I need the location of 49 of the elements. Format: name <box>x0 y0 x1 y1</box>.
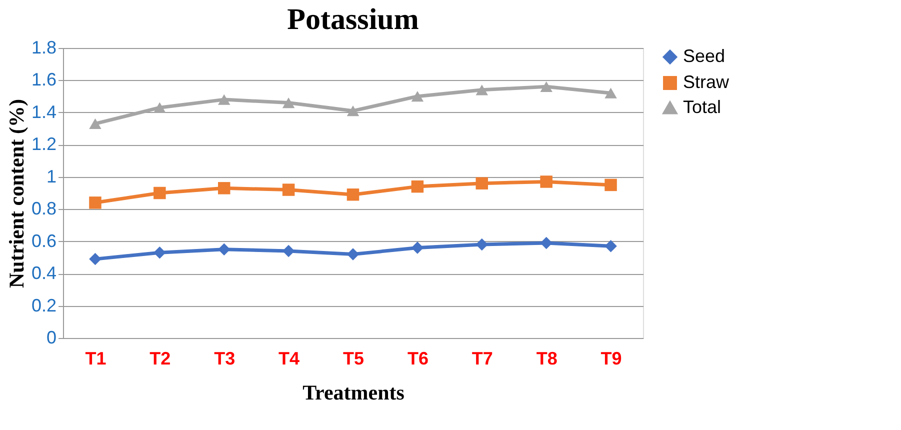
point <box>154 186 166 200</box>
point <box>604 88 617 98</box>
y-axis-title: Nutrient content (%) <box>4 99 28 288</box>
point <box>89 118 102 130</box>
x-tick-label: T4 <box>278 348 300 368</box>
x-axis-title: Treatments <box>302 380 404 404</box>
legend-label: Seed <box>683 46 726 66</box>
point <box>346 106 360 116</box>
point <box>411 91 424 102</box>
x-tick-label: T9 <box>600 348 622 368</box>
x-tick-label: T2 <box>150 348 171 368</box>
y-tick-label: 0.2 <box>31 295 56 316</box>
y-tick-label: 1.6 <box>31 70 56 90</box>
y-tick-label: 1.8 <box>31 38 56 58</box>
point <box>540 236 552 250</box>
x-tick-label: T6 <box>407 348 428 368</box>
y-tick-label: 1.4 <box>31 102 56 122</box>
y-tick-label: 1 <box>46 166 56 186</box>
x-tick-label: T7 <box>472 348 493 368</box>
point <box>604 240 617 252</box>
point <box>476 177 488 190</box>
y-tick-label: 0.4 <box>31 263 56 284</box>
point <box>218 94 230 105</box>
point <box>411 242 424 254</box>
point <box>346 248 360 260</box>
point <box>604 178 617 192</box>
point <box>476 84 488 96</box>
point <box>411 180 424 193</box>
y-tick-label: 1.2 <box>31 134 56 154</box>
x-tick-label: T8 <box>536 348 558 368</box>
y-tick-label: 0.6 <box>31 230 56 251</box>
x-tick-label: T3 <box>214 348 236 368</box>
point <box>89 252 102 266</box>
point <box>154 246 166 259</box>
point <box>89 196 102 209</box>
point <box>282 184 295 196</box>
y-tick-label: 0.8 <box>31 198 56 219</box>
legend-label: Total <box>683 97 722 117</box>
point <box>540 81 552 92</box>
point <box>154 102 166 113</box>
x-tick-label: T5 <box>342 348 364 368</box>
x-tick-label: T1 <box>85 348 106 368</box>
chart-title: Potassium <box>287 3 419 36</box>
point <box>282 97 295 108</box>
legend-label: Straw <box>683 72 730 92</box>
point <box>218 182 230 194</box>
y-tick-label: 0 <box>46 328 56 348</box>
point <box>540 176 552 188</box>
point <box>346 188 360 201</box>
